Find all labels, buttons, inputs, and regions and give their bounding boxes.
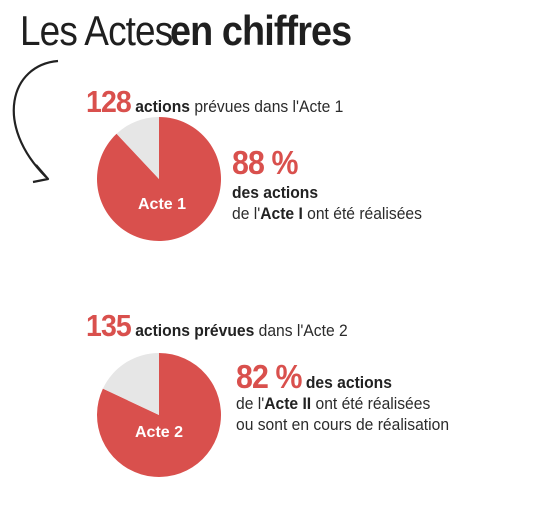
acte2-desc-inline: des actions bbox=[305, 373, 392, 392]
title-part2: en chiffres bbox=[169, 7, 352, 54]
acte2-pie-chart: Acte 2 bbox=[97, 353, 221, 477]
acte2-stat: 82 % des actions de l'Acte II ont été ré… bbox=[236, 360, 450, 435]
acte2-desc-pre: de l' bbox=[236, 394, 265, 413]
acte2-count: 135 bbox=[86, 308, 132, 343]
acte2-count-rest: dans l'Acte 2 bbox=[258, 321, 348, 340]
acte1-stat: 88 % des actions de l'Acte I ont été réa… bbox=[232, 144, 422, 224]
title-part1: Les Actes bbox=[20, 7, 173, 54]
acte2-desc-line1: 82 % des actions bbox=[236, 360, 449, 393]
acte1-desc-pre: de l' bbox=[232, 204, 261, 223]
acte1-pie-chart: Acte 1 bbox=[97, 117, 221, 241]
acte1-count-bold: actions bbox=[135, 97, 190, 116]
acte2-desc-line3: ou sont en cours de réalisation bbox=[236, 415, 450, 434]
acte1-pie-label: Acte 1 bbox=[138, 196, 186, 213]
acte2-desc-bold: Acte II bbox=[264, 394, 312, 413]
acte2-desc-line2: de l'Acte II ont été réalisées bbox=[236, 393, 449, 414]
acte1-percent: 88 % bbox=[232, 144, 298, 181]
acte2-desc-post: ont été réalisées bbox=[315, 394, 431, 413]
page-title: Les Actes en chiffres bbox=[20, 6, 371, 56]
acte1-count-rest: prévues dans l'Acte 1 bbox=[194, 97, 344, 116]
acte1-pie-slice-remaining bbox=[116, 117, 159, 179]
acte2-headline: 135 actions prévues dans l'Acte 2 bbox=[86, 308, 348, 344]
acte1-desc-post: ont été réalisées bbox=[307, 204, 422, 223]
acte1-count: 128 bbox=[86, 84, 132, 119]
curved-arrow-icon bbox=[12, 59, 59, 184]
acte2-count-bold: actions prévues bbox=[135, 321, 255, 340]
acte1-desc-line1: des actions bbox=[232, 183, 319, 202]
acte1-headline: 128 actions prévues dans l'Acte 1 bbox=[86, 84, 343, 120]
acte1-desc-bold: Acte I bbox=[260, 204, 303, 223]
acte2-pie-slice-remaining bbox=[102, 353, 159, 415]
acte1-desc-line2: de l'Acte I ont été réalisées bbox=[232, 203, 422, 224]
acte2-pie-label: Acte 2 bbox=[135, 424, 183, 441]
acte2-percent: 82 % bbox=[236, 358, 302, 395]
